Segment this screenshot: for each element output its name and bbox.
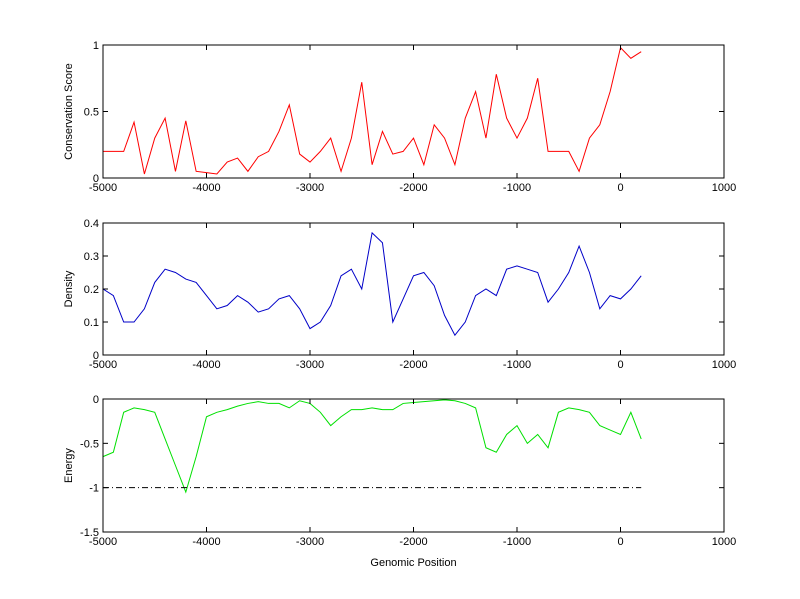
y-tick-label: 0.5 bbox=[84, 107, 99, 119]
axes-background bbox=[103, 399, 724, 532]
axes-background bbox=[103, 45, 724, 178]
x-tick-label: 0 bbox=[617, 536, 623, 548]
x-axis-label: Genomic Position bbox=[370, 557, 456, 569]
y-tick-label: 0 bbox=[93, 394, 99, 406]
y-tick-label: 0 bbox=[93, 350, 99, 362]
x-tick-label: 1000 bbox=[712, 536, 736, 548]
x-tick-label: -5000 bbox=[89, 359, 117, 371]
x-tick-label: -3000 bbox=[296, 182, 324, 194]
x-tick-label: -5000 bbox=[89, 536, 117, 548]
y-tick-label: 0.1 bbox=[84, 317, 99, 329]
x-tick-label: -2000 bbox=[399, 359, 427, 371]
x-tick-label: -4000 bbox=[192, 536, 220, 548]
x-tick-label: 0 bbox=[617, 182, 623, 194]
y-tick-label: 0.4 bbox=[84, 218, 99, 230]
x-tick-label: -5000 bbox=[89, 182, 117, 194]
x-tick-label: -1000 bbox=[503, 536, 531, 548]
x-tick-label: -1000 bbox=[503, 182, 531, 194]
x-tick-label: -3000 bbox=[296, 536, 324, 548]
x-tick-label: -2000 bbox=[399, 182, 427, 194]
y-tick-label: -0.5 bbox=[80, 438, 99, 450]
x-tick-label: 0 bbox=[617, 359, 623, 371]
y-axis-label: Energy bbox=[63, 448, 75, 483]
y-axis-label: Density bbox=[63, 270, 75, 307]
x-tick-label: 1000 bbox=[712, 182, 736, 194]
data-line bbox=[103, 46, 642, 175]
x-tick-label: -2000 bbox=[399, 536, 427, 548]
x-tick-label: 1000 bbox=[712, 359, 736, 371]
y-tick-label: -1 bbox=[89, 483, 99, 495]
data-line bbox=[102, 399, 642, 494]
y-axis-label: Conservation Score bbox=[63, 63, 75, 160]
y-tick-label: 0 bbox=[93, 173, 99, 185]
y-tick-label: -1.5 bbox=[80, 527, 99, 539]
x-tick-label: -4000 bbox=[192, 359, 220, 371]
y-tick-label: 0.3 bbox=[84, 251, 99, 263]
x-tick-label: -4000 bbox=[192, 182, 220, 194]
x-tick-label: -3000 bbox=[296, 359, 324, 371]
axes-background bbox=[103, 223, 724, 355]
x-tick-label: -1000 bbox=[503, 359, 531, 371]
y-tick-label: 0.2 bbox=[84, 284, 99, 296]
data-line bbox=[102, 231, 642, 337]
y-tick-label: 1 bbox=[93, 40, 99, 52]
